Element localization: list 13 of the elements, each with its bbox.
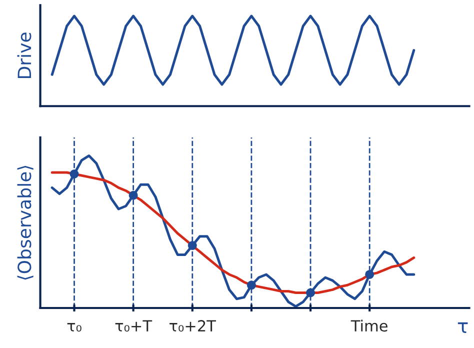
point: [246, 280, 256, 290]
x-tick-label: Time: [350, 320, 388, 332]
x-tick-label: τ₀: [67, 323, 82, 332]
point: [70, 170, 79, 178]
x-tick-label: τ₀+2T: [170, 320, 216, 332]
y-axis-title: ⟨Observable⟩: [17, 166, 34, 280]
x-axis-title: τ: [458, 322, 468, 333]
point: [128, 190, 138, 200]
point: [365, 270, 374, 279]
point: [306, 288, 316, 298]
x-tick-label: τ₀+T: [115, 320, 152, 332]
y-axis-title: Drive: [17, 32, 32, 78]
point: [188, 241, 197, 250]
